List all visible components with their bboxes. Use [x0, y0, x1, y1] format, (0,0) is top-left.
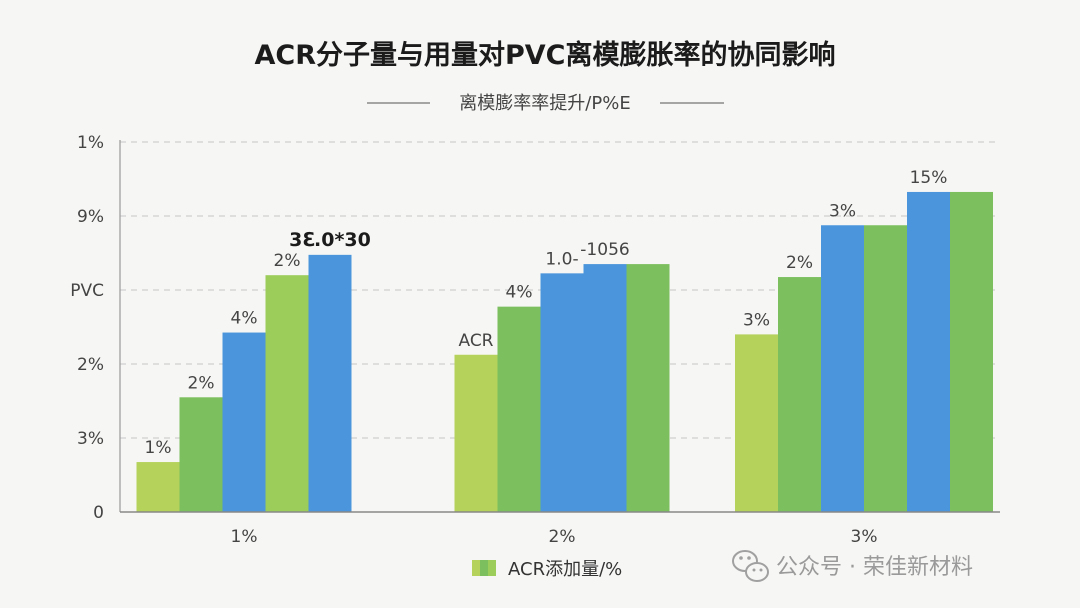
bar	[583, 264, 627, 512]
y-tick-label: 0	[93, 503, 104, 523]
data-label: -1056	[580, 240, 629, 260]
watermark-text: 公众号 · 荣佳新材料	[776, 555, 973, 580]
legend-swatch-light	[488, 560, 496, 576]
bar	[864, 225, 907, 512]
data-label: 3%	[829, 201, 856, 221]
bar	[950, 191, 993, 512]
bar	[222, 332, 266, 512]
chart-subtitle: 离模膨率率提升/P%E	[459, 93, 630, 114]
data-label: 3ℇ.0*30	[289, 229, 371, 251]
y-tick-label: 2%	[77, 355, 104, 375]
watermark: 公众号 · 荣佳新材料	[732, 550, 973, 582]
legend-swatch-lime	[472, 560, 480, 576]
legend: ACR添加量/%	[472, 559, 622, 580]
data-label: 1.0-	[545, 249, 578, 269]
y-tick-label: 3%	[77, 429, 104, 449]
bar	[136, 462, 180, 512]
bar	[454, 354, 498, 512]
wechat-icon	[732, 550, 769, 582]
data-label: 2%	[188, 373, 215, 393]
data-label: 15%	[910, 168, 948, 188]
data-label: 3%	[743, 310, 770, 330]
x-tick-label: 3%	[851, 527, 878, 547]
x-axis-ticks: 1% 2% 3%	[231, 527, 878, 547]
bar	[179, 397, 223, 512]
legend-label: ACR添加量/%	[508, 559, 622, 580]
data-label: 4%	[231, 309, 258, 329]
legend-swatch-green	[480, 560, 488, 576]
data-label: 2%	[274, 251, 301, 271]
bar	[907, 191, 950, 512]
data-label: 2%	[786, 253, 813, 273]
bar	[497, 306, 541, 512]
bar	[540, 273, 584, 512]
x-tick-label: 2%	[549, 527, 576, 547]
data-label: ACR	[458, 331, 493, 351]
y-tick-label: 9%	[77, 207, 104, 227]
data-label: 4%	[506, 283, 533, 303]
bar	[735, 334, 778, 512]
bar	[821, 225, 864, 512]
y-axis-ticks: 0 3% 2% PVC 9% 1%	[70, 133, 104, 523]
bar	[778, 277, 821, 512]
y-tick-label: PVC	[70, 281, 104, 301]
y-tick-label: 1%	[77, 133, 104, 153]
x-tick-label: 1%	[231, 527, 258, 547]
bar	[308, 254, 352, 512]
chart-title: ACR分子量与用量对PVC离模膨胀率的协同影响	[254, 39, 835, 71]
bar	[265, 275, 309, 512]
data-label: 1%	[145, 438, 172, 458]
bar	[626, 264, 670, 512]
